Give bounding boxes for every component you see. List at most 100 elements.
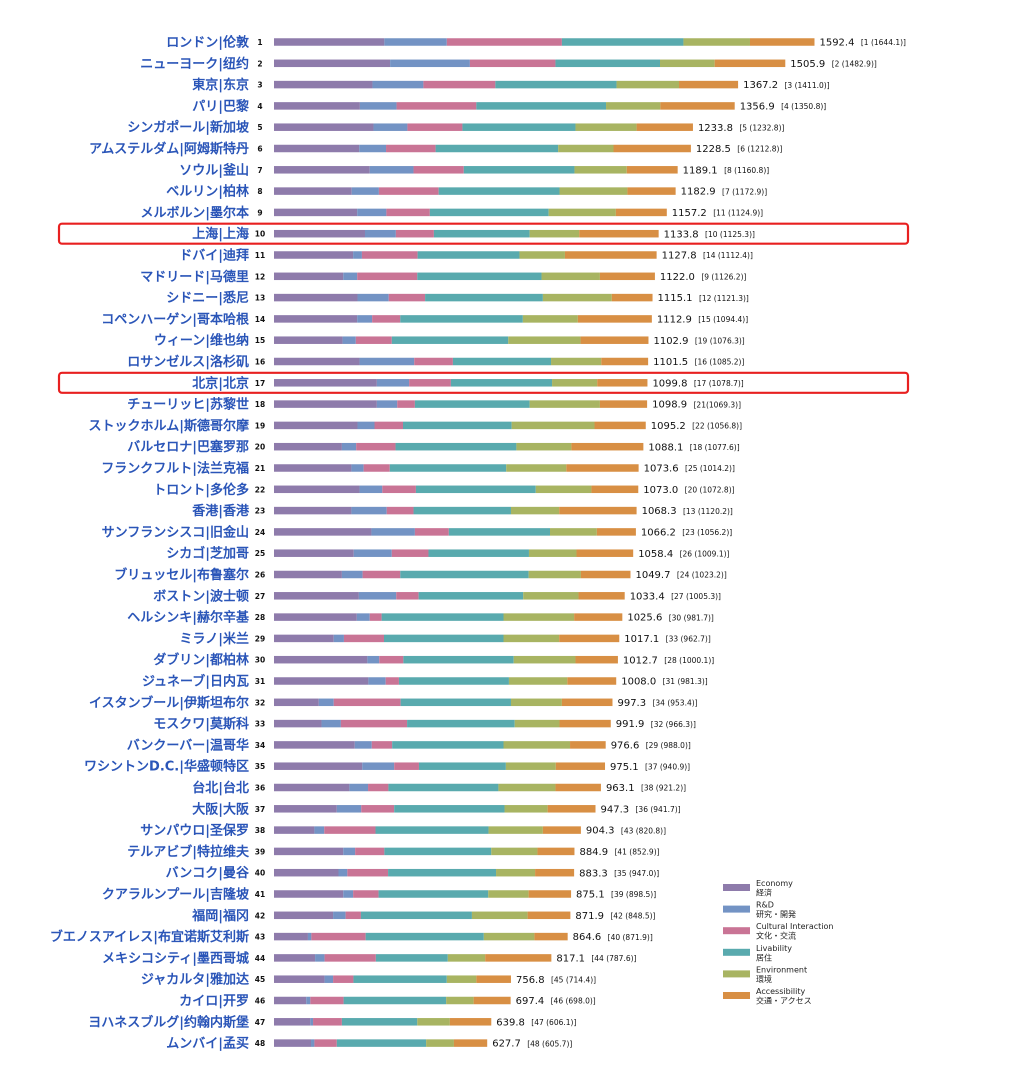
bar-segment-accessibility [566,464,639,472]
bar-segment-cultural [378,187,439,195]
city-label: ブエノスアイレス|布宜诺斯艾利斯 [50,929,249,945]
bar-segment-accessibility [559,634,620,643]
total-score: 1008.0 [621,677,656,688]
bar-segment-economy [274,826,315,834]
bar-segment-cultural [394,762,419,770]
total-score: 1066.2 [641,528,676,539]
bar-segment-economy [274,187,352,195]
bar-segment-rd [307,932,312,941]
rank-number: 1 [257,38,262,47]
bar-segment-environment [519,251,565,259]
bar-segment-environment [575,123,637,131]
previous-rank: [29 (988.0)] [646,741,691,750]
total-score: 1189.1 [683,165,718,176]
total-score: 1098.9 [652,400,687,411]
bar-segment-environment [511,421,595,430]
rank-number: 3 [257,81,262,90]
bar-segment-accessibility [577,315,652,323]
bar-segment-livability [395,442,517,451]
rank-number: 39 [255,847,265,856]
bar-segment-economy [274,400,377,408]
previous-rank: [46 (698.0)] [551,997,596,1006]
rank-number: 13 [255,294,265,303]
rank-number: 45 [255,975,265,984]
bar-segment-cultural [345,911,361,920]
total-score: 1228.5 [696,144,731,155]
total-score: 1233.8 [698,123,733,134]
total-score: 1356.9 [740,102,775,113]
bar-segment-livability [392,741,504,749]
total-score: 947.3 [601,804,630,815]
bar-segment-economy [274,762,363,770]
total-score: 1505.9 [790,59,825,70]
total-score: 1182.9 [681,187,716,198]
rank-number: 30 [255,656,265,665]
city-row: モスクワ|莫斯科 33 991.9 [32 (966.3)] [153,716,696,732]
city-row: ダブリン|都柏林 30 1012.7 [28 (1000.1)] [153,652,714,668]
bar-segment-livability [391,336,509,344]
bar-segment-economy [274,442,342,451]
bar-segment-environment [574,166,627,174]
bar-segment-accessibility [555,783,601,792]
previous-rank: [22 (1056.8)] [692,422,742,431]
rank-number: 14 [255,315,265,324]
bar-segment-livability [433,229,530,238]
city-row: ヨハネスブルグ|约翰内斯堡 47 639.8 [47 (606.1)] [88,1014,576,1030]
city-label: ジュネーブ|日内瓦 [142,674,249,690]
bar-segment-rd [376,379,410,387]
bar-segment-environment [522,315,578,323]
bar-segment-livability [388,868,497,877]
bar-segment-livability [452,357,552,366]
rank-number: 36 [255,784,265,793]
bar-segment-livability [378,890,489,898]
bar-segment-accessibility [567,677,617,685]
bar-segment-environment [551,357,602,366]
bar-segment-environment [483,932,535,941]
legend-name: Economy [756,879,793,888]
rank-number: 9 [257,208,262,217]
bar-segment-cultural [388,293,426,302]
bar-segment-cultural [355,847,385,856]
total-score: 1058.4 [638,549,673,560]
highlight-box [57,222,910,245]
city-label: フランクフルト|法兰克福 [101,461,249,477]
bar-segment-rd [349,783,369,792]
total-score: 875.1 [576,890,605,901]
total-score: 1099.8 [652,378,687,389]
bar-segment-accessibility [636,123,693,131]
total-score: 1073.0 [643,485,678,496]
bar-segment-accessibility [591,485,639,494]
legend-swatch [723,970,750,978]
bar-segment-environment [552,379,598,387]
rank-number: 17 [255,379,265,388]
city-row: ソウル|釜山 7 1189.1 [8 (1160.8)] [179,162,769,178]
bar-segment-economy [274,783,350,792]
bar-segment-cultural [333,975,354,983]
previous-rank: [31 (981.3)] [663,677,708,686]
bar-segment-accessibility [597,379,648,387]
city-label: テルアビブ|特拉维夫 [127,844,250,860]
bar-segment-livability [418,592,524,600]
city-label: ミラノ|米兰 [180,631,250,647]
previous-rank: [1 (1644.1)] [861,38,906,47]
rank-number: 42 [255,911,265,920]
city-row: サンパウロ|圣保罗 38 904.3 [43 (820.8)] [140,823,666,839]
bar-segment-accessibility [527,911,571,920]
bar-segment-cultural [407,123,463,131]
city-row: ブリュッセル|布鲁塞尔 26 1049.7 [24 (1023.2)] [114,567,727,583]
previous-rank: [39 (898.5)] [611,890,656,899]
city-label: メルボルン|墨尔本 [141,205,250,221]
bar-segment-environment [447,954,486,962]
bar-segment-livability [400,315,523,323]
rank-number: 33 [255,720,265,729]
bar-segment-livability [429,208,549,217]
bar-segment-rd [321,719,341,728]
bar-segment-accessibility [476,975,511,983]
bar-segment-economy [274,506,352,515]
previous-rank: [26 (1009.1)] [680,549,730,558]
bar-segment-accessibility [575,655,618,664]
bar-segment-environment [516,442,572,451]
bar-segment-environment [541,272,600,281]
